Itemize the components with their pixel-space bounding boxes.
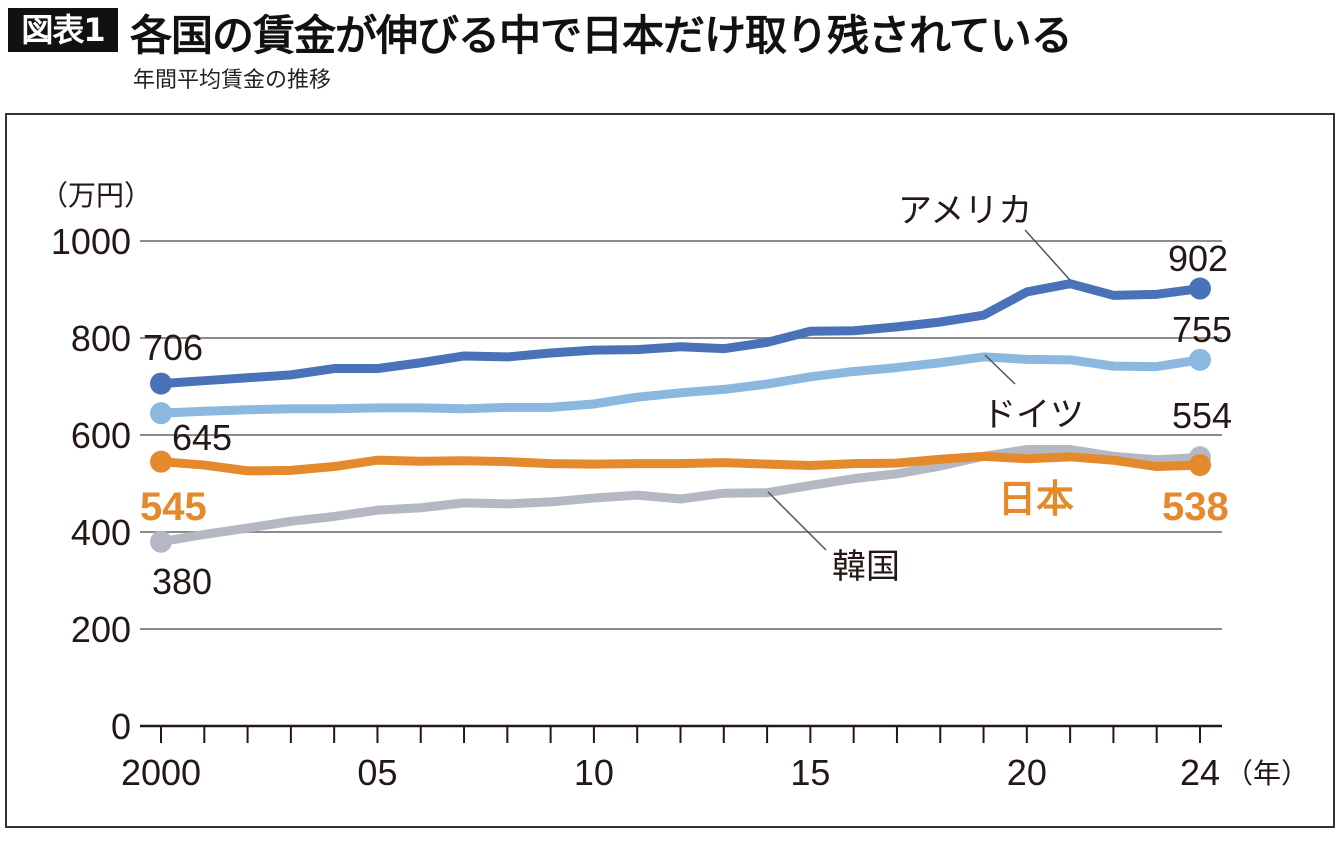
x-tick-label: 20 <box>1007 752 1047 793</box>
figure-badge: 図表1 <box>8 8 118 52</box>
chart-subtitle: 年間平均賃金の推移 <box>133 68 332 93</box>
end-point-usa <box>1189 277 1211 300</box>
series-line-korea <box>156 445 1205 547</box>
start-point-korea <box>150 530 172 553</box>
data-labels: 706 902 アメリカ 645 755 ドイツ 545 538 日本 380 554 韓国 <box>140 191 1232 602</box>
series-name-usa: アメリカ <box>898 191 1032 231</box>
y-tick-label: 0 <box>111 706 131 747</box>
y-tick-label: 200 <box>71 609 131 650</box>
series-line-germany <box>156 352 1205 418</box>
x-tick-label: 15 <box>790 752 830 793</box>
start-label-germany: 645 <box>172 417 232 458</box>
x-tick-label: 2000 <box>121 752 201 793</box>
leader-line-usa <box>1024 229 1071 281</box>
leader-line-germany <box>984 354 1016 385</box>
chart-title: 各国の賃金が伸びる中で日本だけ取り残されている <box>130 11 1073 60</box>
x-axis <box>140 724 1222 743</box>
series-line-japan <box>156 451 1205 476</box>
y-axis: 0 200 400 600 800 1000 <box>51 221 131 747</box>
end-label-germany: 755 <box>1172 309 1232 350</box>
gridlines <box>140 240 1222 630</box>
end-point-japan <box>1189 454 1211 477</box>
start-label-korea: 380 <box>152 561 212 602</box>
start-label-japan: 545 <box>140 485 207 529</box>
y-tick-label: 400 <box>71 512 131 553</box>
chart-frame <box>5 113 1335 828</box>
end-point-germany <box>1189 348 1211 371</box>
start-label-usa: 706 <box>143 327 203 368</box>
x-tick-label: 24 <box>1180 752 1220 793</box>
end-label-usa: 902 <box>1168 238 1228 279</box>
x-tick-label: 10 <box>574 752 614 793</box>
x-axis-unit: （年） <box>1225 757 1309 790</box>
y-tick-label: 1000 <box>51 221 131 262</box>
series-name-japan: 日本 <box>998 477 1074 521</box>
start-point-germany <box>150 402 172 425</box>
start-point-usa <box>150 372 172 395</box>
y-tick-label: 600 <box>71 415 131 456</box>
series-lines <box>150 277 1211 553</box>
leader-line-korea <box>767 491 827 551</box>
x-tick-label: 05 <box>357 752 397 793</box>
end-label-japan: 538 <box>1162 485 1229 529</box>
y-axis-unit: （万円） <box>40 179 152 212</box>
y-tick-label: 800 <box>71 318 131 359</box>
series-name-germany: ドイツ <box>982 395 1084 435</box>
start-point-japan <box>150 450 172 473</box>
x-tick-labels: 2000 05 10 15 20 24 <box>121 752 1220 793</box>
end-label-korea: 554 <box>1172 395 1232 436</box>
series-name-korea: 韓国 <box>832 547 900 587</box>
leader-lines <box>767 229 1071 551</box>
series-line-usa <box>156 279 1205 389</box>
